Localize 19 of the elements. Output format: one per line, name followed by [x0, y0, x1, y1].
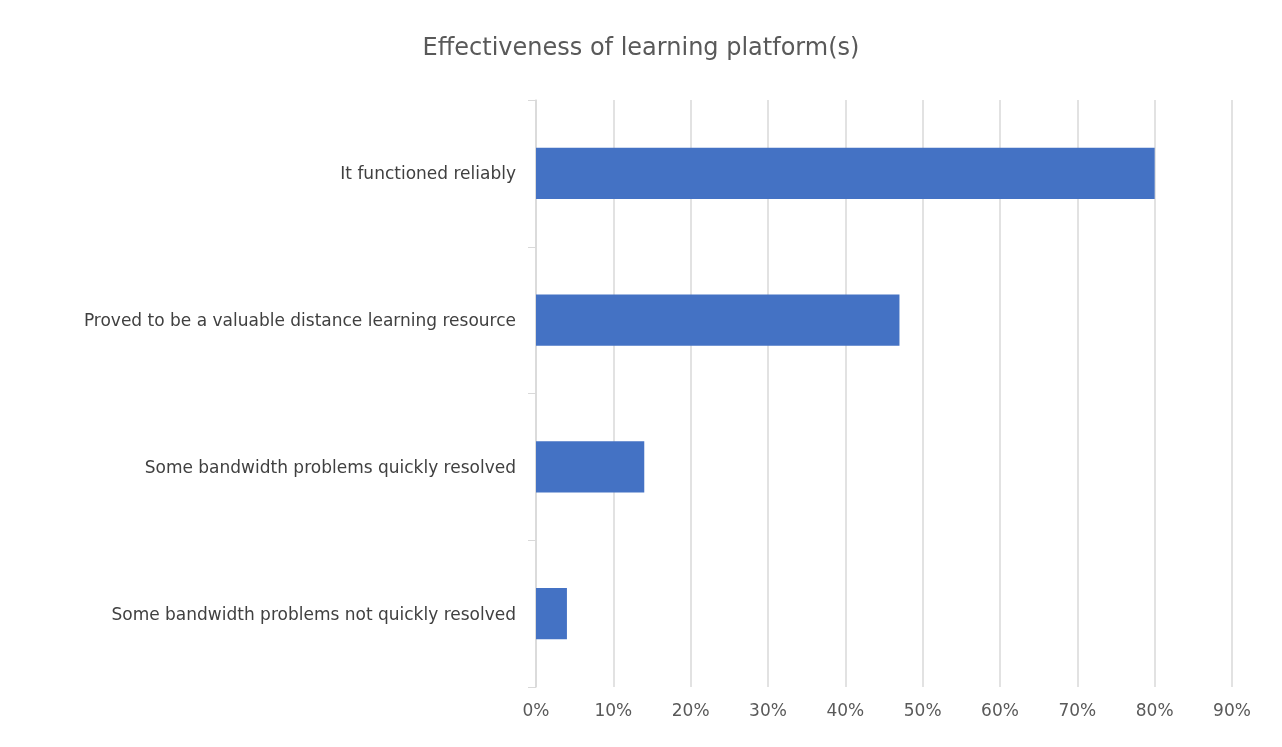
- y-tick-label: It functioned reliably: [340, 163, 516, 184]
- y-tick-label: Some bandwidth problems quickly resolved: [144, 456, 516, 477]
- bar: [536, 147, 1155, 200]
- bar: [536, 294, 900, 346]
- x-tick-label: 90%: [1213, 699, 1251, 720]
- y-tick-label: Some bandwidth problems not quickly resolved: [111, 603, 516, 624]
- x-tick-label: 80%: [1135, 699, 1174, 720]
- bar: [536, 587, 567, 640]
- y-tick-label: Proved to be a valuable distance learning resource: [83, 310, 516, 331]
- x-tick-label: 70%: [1058, 699, 1097, 720]
- x-tick-label: 60%: [981, 699, 1019, 720]
- x-tick-label: 30%: [749, 699, 787, 720]
- chart-title: Effectiveness of learning platform(s): [422, 33, 860, 61]
- x-tick-label: 0%: [522, 699, 550, 720]
- bar: [536, 441, 645, 493]
- x-tick-label: 10%: [594, 699, 633, 720]
- x-tick-label: 50%: [903, 699, 942, 720]
- x-tick-label: 40%: [826, 699, 865, 720]
- x-tick-label: 20%: [671, 699, 710, 720]
